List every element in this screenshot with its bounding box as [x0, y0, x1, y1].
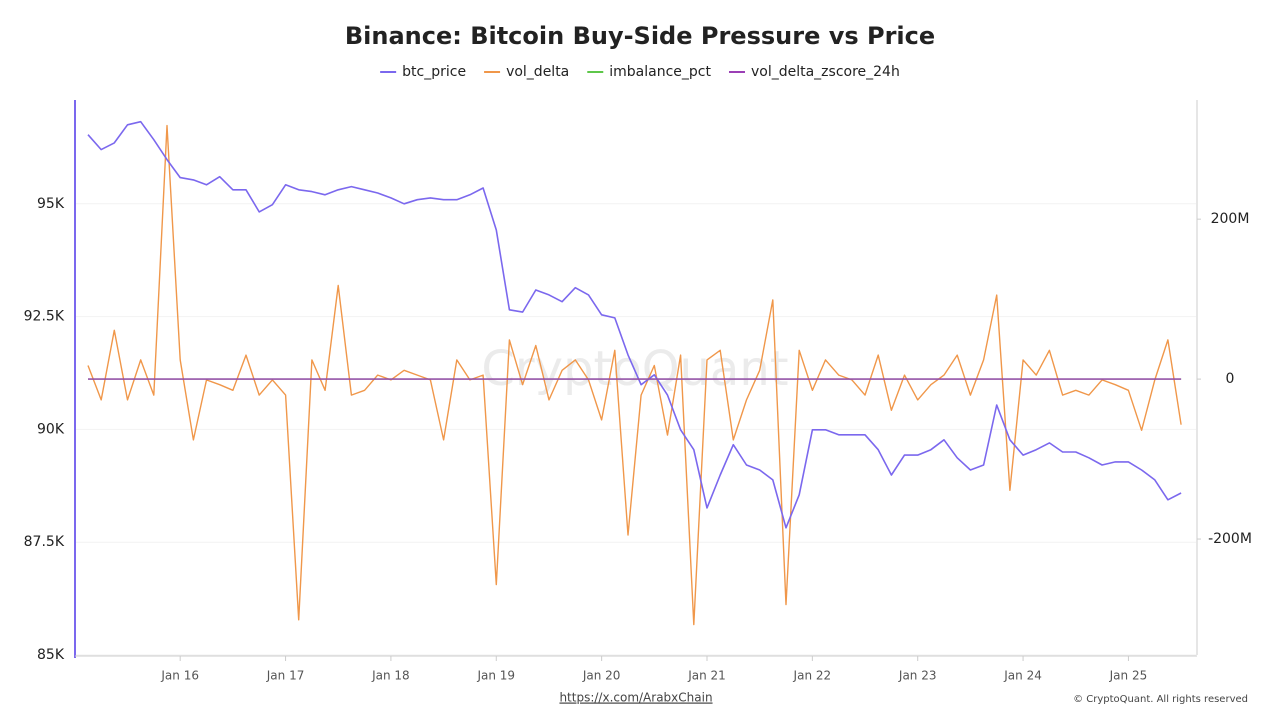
legend-label: vol_delta: [506, 64, 569, 80]
x-tick-label: Jan 16: [160, 669, 199, 683]
y2-tick-label: 0: [1226, 371, 1235, 387]
x-tick-label: Jan 25: [1109, 669, 1148, 683]
x-tick-label: Jan 22: [793, 669, 832, 683]
chart-title: Binance: Bitcoin Buy-Side Pressure vs Pr…: [345, 22, 935, 50]
y2-tick-label: -200M: [1208, 531, 1252, 547]
x-tick-label: Jan 18: [371, 669, 410, 683]
y-tick-label: 95K: [37, 196, 65, 212]
x-tick-label: Jan 17: [266, 669, 305, 683]
y-tick-label: 92.5K: [24, 309, 65, 325]
legend-label: vol_delta_zscore_24h: [751, 64, 900, 80]
x-tick-label: Jan 20: [582, 669, 621, 683]
series-line: [87, 124, 1182, 626]
series-line: [87, 120, 1182, 529]
x-tick-label: Jan 23: [898, 669, 937, 683]
legend-label: imbalance_pct: [609, 64, 711, 80]
y2-tick-label: 200M: [1211, 211, 1250, 227]
legend-label: btc_price: [402, 64, 466, 80]
copyright: © CryptoQuant. All rights reserved: [1073, 694, 1248, 705]
y-tick-label: 90K: [37, 421, 65, 437]
x-tick-label: Jan 24: [1003, 669, 1042, 683]
source-link[interactable]: https://x.com/ArabxChain: [559, 691, 712, 705]
y-tick-label: 87.5K: [24, 534, 65, 550]
y-tick-label: 85K: [37, 647, 65, 663]
x-tick-label: Jan 21: [687, 669, 726, 683]
x-tick-label: Jan 19: [476, 669, 515, 683]
